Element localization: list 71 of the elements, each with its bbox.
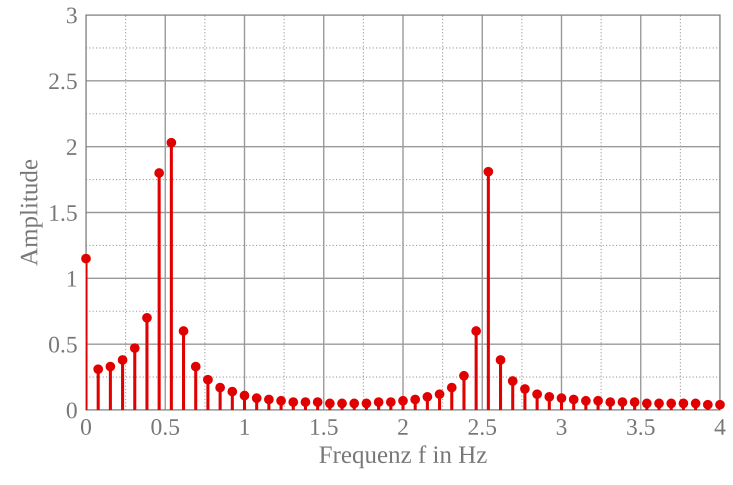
y-tick-label: 1.5 — [50, 205, 77, 222]
point — [227, 386, 238, 396]
point — [422, 392, 432, 402]
point — [118, 355, 128, 365]
y-axis-title: Amplitude — [20, 160, 43, 266]
point — [556, 393, 566, 404]
point — [702, 400, 713, 410]
point — [544, 392, 554, 402]
point — [690, 398, 700, 408]
y-tick-label: 2 — [66, 139, 76, 155]
point — [532, 389, 542, 400]
x-axis-title: Frequenz f in Hz — [319, 445, 487, 468]
point — [446, 382, 457, 392]
point — [471, 326, 482, 336]
point — [240, 390, 250, 400]
point — [715, 400, 725, 410]
point — [642, 398, 652, 408]
y-tick-label: 0.5 — [49, 336, 77, 353]
point — [264, 394, 274, 404]
point — [154, 168, 164, 178]
point — [581, 396, 591, 406]
point — [520, 384, 530, 394]
point — [276, 396, 286, 406]
point — [618, 397, 628, 407]
x-tick-label: 1 — [240, 419, 249, 435]
point — [288, 397, 298, 407]
point — [190, 362, 201, 372]
point — [362, 398, 372, 408]
point — [605, 397, 616, 407]
point — [459, 370, 469, 381]
point — [568, 394, 579, 404]
y-tick-label: 3 — [66, 8, 77, 24]
x-tick-label: 3.5 — [627, 419, 655, 436]
point — [300, 397, 310, 407]
point — [374, 397, 384, 407]
point — [654, 398, 664, 408]
y-tick-label: 2.5 — [49, 73, 77, 90]
point — [398, 396, 408, 406]
point — [130, 343, 140, 353]
x-tick-label: 2.5 — [468, 419, 496, 436]
point — [93, 364, 104, 374]
point — [178, 326, 188, 336]
point — [666, 398, 676, 408]
point — [215, 382, 225, 392]
point — [324, 398, 335, 408]
point — [142, 312, 152, 323]
point — [349, 398, 360, 408]
point — [106, 362, 116, 372]
x-tick-label: 3 — [556, 419, 566, 435]
x-tick-label: 1.5 — [311, 419, 338, 436]
point — [496, 355, 506, 365]
point — [337, 398, 347, 408]
point — [508, 376, 518, 386]
point — [386, 397, 396, 407]
point — [252, 393, 262, 404]
x-tick-label: 0 — [80, 419, 92, 435]
point — [483, 166, 494, 177]
point — [630, 397, 640, 407]
x-tick-label: 0.5 — [151, 419, 180, 436]
point — [166, 138, 176, 148]
y-tick-label: 1 — [68, 270, 76, 287]
x-tick-label: 4 — [714, 419, 726, 435]
x-tick-label: 2 — [398, 419, 408, 435]
point — [410, 394, 420, 404]
point — [203, 374, 213, 385]
y-tick-label: 0 — [66, 402, 77, 418]
point — [312, 397, 323, 407]
point — [81, 254, 91, 264]
point — [434, 389, 444, 400]
point — [593, 396, 603, 406]
point — [678, 398, 688, 408]
